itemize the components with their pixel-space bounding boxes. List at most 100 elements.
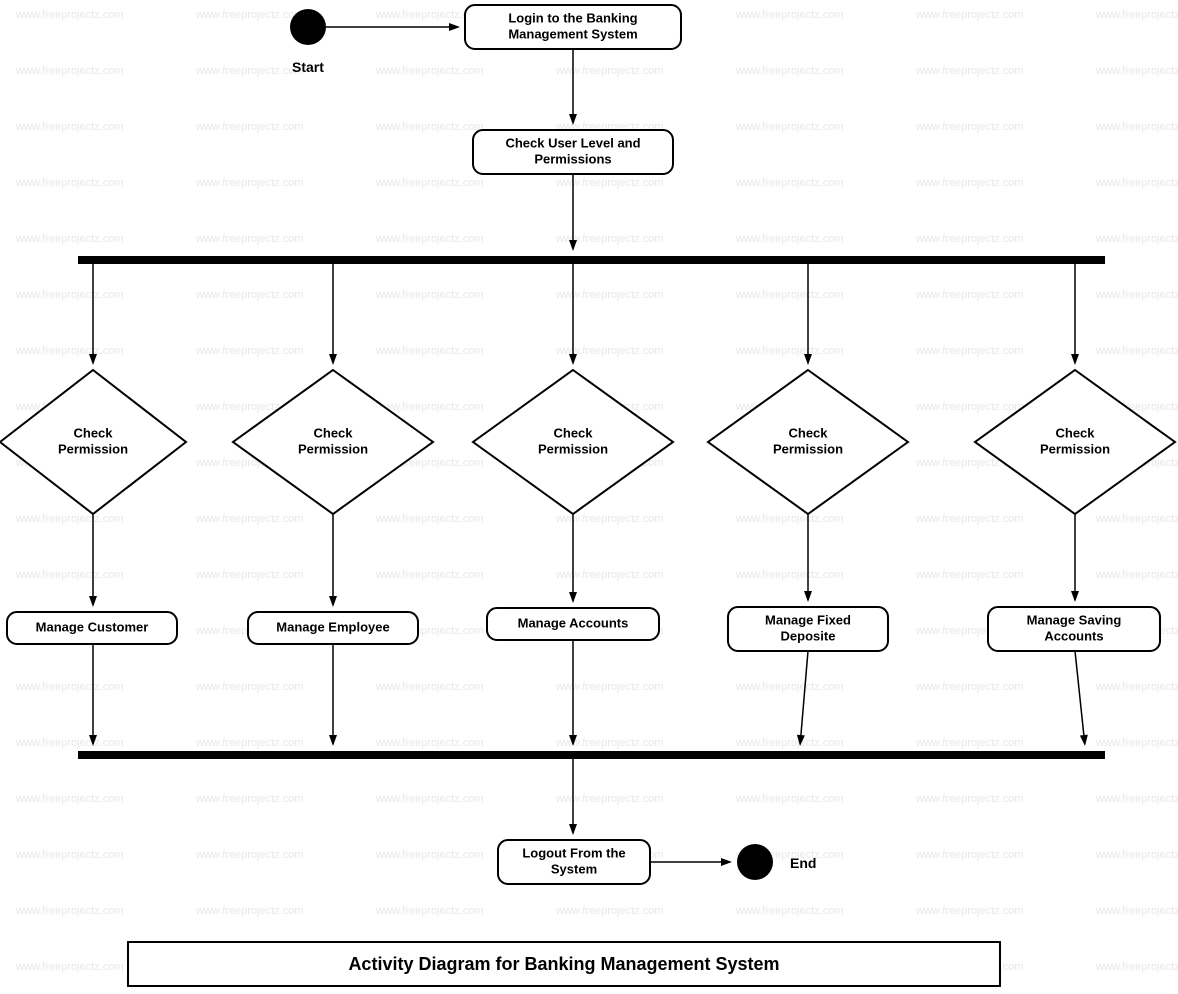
- join-bar: [78, 751, 1105, 759]
- watermark-text: www.freeprojectz.com: [15, 121, 124, 133]
- watermark-text: www.freeprojectz.com: [1095, 177, 1178, 189]
- watermark-text: www.freeprojectz.com: [1095, 513, 1178, 525]
- watermark-text: www.freeprojectz.com: [1095, 289, 1178, 301]
- watermark-text: www.freeprojectz.com: [555, 681, 664, 693]
- watermark-text: www.freeprojectz.com: [195, 233, 304, 245]
- watermark-text: www.freeprojectz.com: [15, 905, 124, 917]
- watermark-text: www.freeprojectz.com: [555, 905, 664, 917]
- activity-m5-label: Accounts: [1044, 628, 1103, 643]
- watermark-text: www.freeprojectz.com: [915, 177, 1024, 189]
- watermark-text: www.freeprojectz.com: [375, 905, 484, 917]
- arrowhead-icon: [1071, 591, 1079, 602]
- edge: [1075, 651, 1085, 744]
- watermark-text: www.freeprojectz.com: [915, 121, 1024, 133]
- activity-logout-label: System: [551, 861, 597, 876]
- watermark-text: www.freeprojectz.com: [195, 793, 304, 805]
- watermark-text: www.freeprojectz.com: [915, 9, 1024, 21]
- arrowhead-icon: [329, 596, 337, 607]
- activity-m5-label: Manage Saving: [1027, 612, 1122, 627]
- watermark-text: www.freeprojectz.com: [15, 65, 124, 77]
- watermark-text: www.freeprojectz.com: [15, 569, 124, 581]
- watermark-text: www.freeprojectz.com: [195, 737, 304, 749]
- watermark-text: www.freeprojectz.com: [15, 177, 124, 189]
- watermark-text: www.freeprojectz.com: [15, 737, 124, 749]
- watermark-text: www.freeprojectz.com: [375, 849, 484, 861]
- watermark-text: www.freeprojectz.com: [735, 289, 844, 301]
- watermark-text: www.freeprojectz.com: [735, 513, 844, 525]
- watermark-text: www.freeprojectz.com: [195, 513, 304, 525]
- watermark-text: www.freeprojectz.com: [195, 65, 304, 77]
- watermark-text: www.freeprojectz.com: [735, 345, 844, 357]
- watermark-text: www.freeprojectz.com: [1095, 121, 1178, 133]
- watermark-text: www.freeprojectz.com: [15, 289, 124, 301]
- watermark-text: www.freeprojectz.com: [1095, 849, 1178, 861]
- arrowhead-icon: [1080, 735, 1088, 746]
- activity-m1-label: Manage Customer: [36, 619, 149, 634]
- decision-1-label: Permission: [58, 441, 128, 456]
- decision-4-label: Permission: [773, 441, 843, 456]
- watermark-text: www.freeprojectz.com: [15, 793, 124, 805]
- watermark-text: www.freeprojectz.com: [375, 681, 484, 693]
- watermark-text: www.freeprojectz.com: [915, 905, 1024, 917]
- watermark-text: www.freeprojectz.com: [375, 793, 484, 805]
- watermark-text: www.freeprojectz.com: [915, 793, 1024, 805]
- watermark-text: www.freeprojectz.com: [555, 289, 664, 301]
- watermark-text: www.freeprojectz.com: [735, 793, 844, 805]
- start-label: Start: [292, 59, 324, 75]
- watermark-text: www.freeprojectz.com: [735, 905, 844, 917]
- watermark-text: www.freeprojectz.com: [555, 793, 664, 805]
- watermark-text: www.freeprojectz.com: [1095, 65, 1178, 77]
- arrowhead-icon: [329, 735, 337, 746]
- watermark-text: www.freeprojectz.com: [15, 345, 124, 357]
- watermark-text: www.freeprojectz.com: [375, 233, 484, 245]
- watermark-text: www.freeprojectz.com: [915, 569, 1024, 581]
- watermark-text: www.freeprojectz.com: [15, 849, 124, 861]
- watermark-text: www.freeprojectz.com: [1095, 681, 1178, 693]
- decision-3-label: Check: [553, 425, 593, 440]
- watermark-text: www.freeprojectz.com: [915, 513, 1024, 525]
- watermark-text: www.freeprojectz.com: [915, 401, 1024, 413]
- arrowhead-icon: [804, 354, 812, 365]
- watermark-text: www.freeprojectz.com: [375, 569, 484, 581]
- start-node: [290, 9, 326, 45]
- arrowhead-icon: [804, 591, 812, 602]
- arrowhead-icon: [569, 824, 577, 835]
- watermark-text: www.freeprojectz.com: [195, 681, 304, 693]
- watermark-text: www.freeprojectz.com: [1095, 961, 1178, 973]
- watermark-text: www.freeprojectz.com: [15, 513, 124, 525]
- activity-m4-label: Manage Fixed: [765, 612, 851, 627]
- watermark-text: www.freeprojectz.com: [375, 289, 484, 301]
- end-node: [737, 844, 773, 880]
- watermark-text: www.freeprojectz.com: [915, 681, 1024, 693]
- watermark-text: www.freeprojectz.com: [735, 737, 844, 749]
- watermark-text: www.freeprojectz.com: [375, 737, 484, 749]
- arrowhead-icon: [569, 354, 577, 365]
- watermark-text: www.freeprojectz.com: [195, 121, 304, 133]
- watermark-text: www.freeprojectz.com: [555, 569, 664, 581]
- watermark-text: www.freeprojectz.com: [1095, 905, 1178, 917]
- watermark-text: www.freeprojectz.com: [915, 345, 1024, 357]
- watermark-text: www.freeprojectz.com: [555, 513, 664, 525]
- watermark-text: www.freeprojectz.com: [735, 177, 844, 189]
- watermark-text: www.freeprojectz.com: [15, 233, 124, 245]
- arrowhead-icon: [721, 858, 732, 866]
- watermark-text: www.freeprojectz.com: [555, 177, 664, 189]
- decision-1-label: Check: [73, 425, 113, 440]
- watermark-text: www.freeprojectz.com: [1095, 9, 1178, 21]
- watermark-text: www.freeprojectz.com: [735, 233, 844, 245]
- watermark-text: www.freeprojectz.com: [915, 737, 1024, 749]
- watermark-text: www.freeprojectz.com: [195, 177, 304, 189]
- watermark-text: www.freeprojectz.com: [735, 569, 844, 581]
- watermark-text: www.freeprojectz.com: [15, 9, 124, 21]
- activity-m4-label: Deposite: [781, 628, 836, 643]
- edge: [800, 651, 808, 744]
- arrowhead-icon: [89, 596, 97, 607]
- diagram-title: Activity Diagram for Banking Management …: [348, 954, 779, 974]
- watermark-text: www.freeprojectz.com: [195, 9, 304, 21]
- watermark-text: www.freeprojectz.com: [1095, 345, 1178, 357]
- watermark-text: www.freeprojectz.com: [375, 513, 484, 525]
- watermark-text: www.freeprojectz.com: [915, 65, 1024, 77]
- watermark-text: www.freeprojectz.com: [15, 681, 124, 693]
- watermark-text: www.freeprojectz.com: [15, 961, 124, 973]
- activity-login-label: Management System: [508, 26, 637, 41]
